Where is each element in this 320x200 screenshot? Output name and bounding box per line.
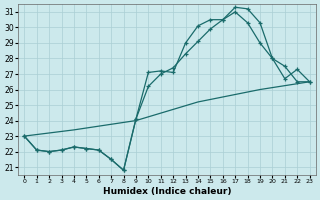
X-axis label: Humidex (Indice chaleur): Humidex (Indice chaleur) <box>103 187 231 196</box>
